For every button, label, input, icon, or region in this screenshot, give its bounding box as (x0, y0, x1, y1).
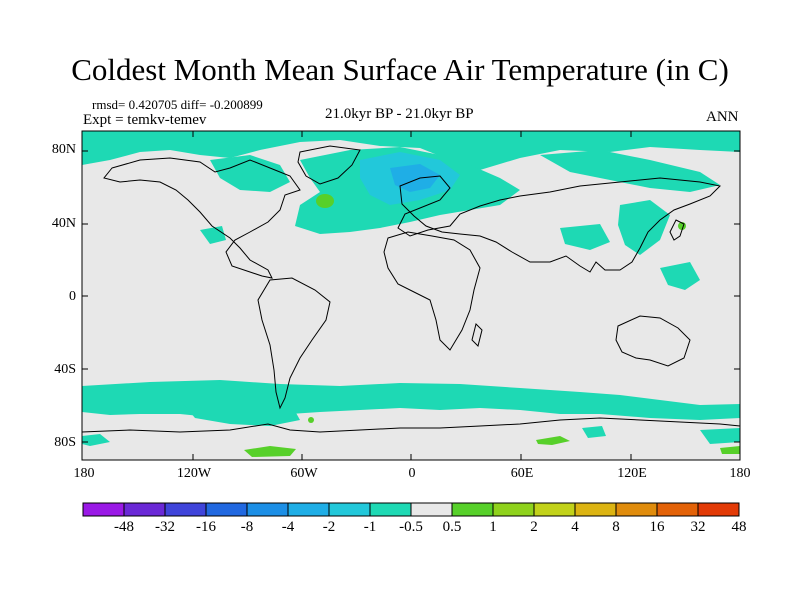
africa-coast (383, 231, 481, 351)
colorbar-label: 2 (530, 519, 538, 535)
central-asia-cool (560, 224, 610, 250)
coastlines (81, 145, 741, 433)
lon-tick-120w: 120W (176, 466, 212, 481)
colorbar-label: -0.5 (399, 519, 423, 535)
season-label: ANN (706, 109, 739, 125)
antarctica-coast (81, 417, 741, 433)
colorbar-label: 32 (690, 519, 706, 535)
colorbar-label: 0.5 (442, 519, 462, 535)
chart-title: Coldest Month Mean Surface Air Temperatu… (71, 52, 729, 87)
lon-tick-120e: 120E (617, 466, 647, 481)
lat-tick-80s: 80S (54, 435, 76, 450)
colorbar-swatch (82, 502, 125, 517)
north-america-coast (103, 157, 301, 279)
lon-tick-0: 0 (408, 466, 416, 481)
colorbar-swatch (656, 502, 699, 517)
colorbar-label: 16 (649, 519, 665, 535)
south-america-coast (257, 277, 331, 410)
colorbar-label: 1 (489, 519, 497, 535)
japan-coast (669, 219, 685, 241)
colorbar-label: -1 (363, 519, 377, 535)
greenland-coast (297, 145, 361, 185)
experiment-line: Expt = temkv-temev (83, 112, 207, 128)
colorbar-swatch (451, 502, 494, 517)
colorbar-swatch (615, 502, 658, 517)
eurasia-coast (397, 175, 722, 273)
arctic-cool-band (82, 131, 740, 170)
colorbar-label: -32 (155, 519, 175, 535)
colorbar-label: -4 (281, 519, 295, 535)
east-asia-cool (618, 200, 670, 255)
colorbar-swatch (697, 502, 740, 517)
colorbar-label: 8 (612, 519, 620, 535)
ross-sea-cool (82, 434, 110, 446)
colorbar-swatch (492, 502, 535, 517)
axis-ticks (82, 131, 740, 460)
colorbar-swatch (123, 502, 166, 517)
colorbar-label: -16 (196, 519, 216, 535)
lat-tick-0: 0 (69, 289, 76, 304)
colorbar-label: -2 (322, 519, 336, 535)
drake-passage-cool (180, 396, 300, 426)
antarctic-coast-cool (582, 426, 606, 438)
lon-tick-180w: 180 (73, 466, 95, 481)
falklands-warm (308, 417, 314, 423)
lat-tick-40n: 40N (51, 216, 76, 231)
colorbar-swatch (410, 502, 453, 517)
lon-tick-60e: 60E (510, 466, 534, 481)
australia-coast (615, 315, 691, 367)
colorbar-swatch (328, 502, 371, 517)
colorbar-swatch (287, 502, 330, 517)
south-atlantic-cool (420, 388, 500, 408)
colorbar-swatch (533, 502, 576, 517)
colorbar-swatch (574, 502, 617, 517)
colorbar-swatch (205, 502, 248, 517)
madagascar-coast (471, 323, 483, 347)
lat-tick-40s: 40S (54, 362, 76, 377)
north-atlantic-warm (316, 194, 334, 208)
colorbar-label: -48 (114, 519, 134, 535)
lon-tick-180e: 180 (729, 466, 751, 481)
lat-tick-80n: 80N (51, 142, 76, 157)
antarctic-warm-1 (536, 436, 570, 445)
colorbar-label: -8 (240, 519, 254, 535)
colorbar-swatch (369, 502, 412, 517)
west-pacific-cool (660, 262, 700, 290)
cooling-patches (82, 131, 740, 446)
siberia-cool (540, 150, 720, 192)
warming-patches (244, 194, 740, 457)
colorbar-swatch (164, 502, 207, 517)
lon-tick-60w: 60W (290, 466, 318, 481)
period-label: 21.0kyr BP - 21.0kyr BP (325, 106, 474, 122)
colorbar-label: 4 (571, 519, 579, 535)
stats-line: rmsd= 0.420705 diff= -0.200899 (92, 97, 263, 112)
colorbar-label: 48 (731, 519, 747, 535)
hudson-bay-cool (210, 155, 290, 192)
antarctic-warm-2 (720, 446, 740, 454)
weddell-warm (244, 446, 296, 457)
colorbar-swatch (246, 502, 289, 517)
east-antarctic-cool (700, 428, 740, 444)
